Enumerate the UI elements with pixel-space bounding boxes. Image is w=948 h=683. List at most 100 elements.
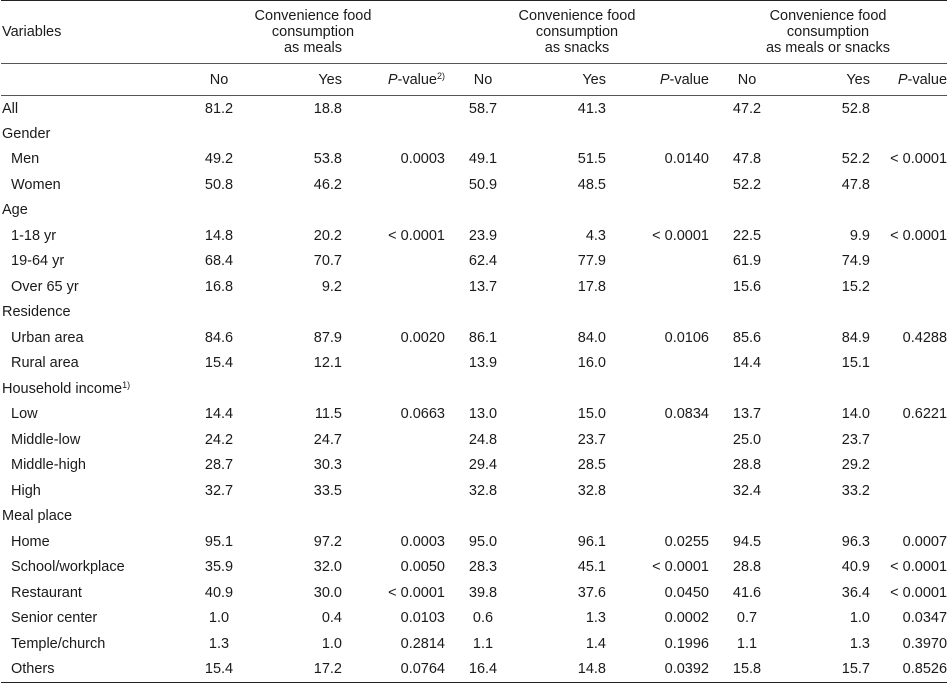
row-label: Low — [11, 406, 38, 423]
table-cell: 17.8 — [577, 278, 606, 295]
table-cell: 45.1 — [577, 559, 606, 576]
table-cell: 30.0 — [313, 584, 342, 601]
table-cell: 32.0 — [313, 559, 342, 576]
table-cell: 40.9 — [204, 584, 234, 601]
table-cell: 14.8 — [204, 227, 234, 244]
table-row: Urban area 84.6 87.9 0.0020 86.1 84.0 0.0106 85… — [1, 325, 947, 351]
table-cell: 28.3 — [468, 559, 498, 576]
row-label: Urban area — [11, 329, 84, 346]
table-cell: 24.7 — [313, 431, 342, 448]
table-cell: 1.3 — [585, 610, 606, 627]
row-label: Others — [1, 656, 181, 683]
table-cell: 49.1 — [468, 151, 498, 168]
table-row: Home 95.1 97.2 0.0003 95.0 96.1 0.0255 94.5 96.3… — [1, 529, 947, 555]
table-cell — [606, 478, 709, 504]
row-label: Senior center — [11, 610, 98, 627]
table-cell — [342, 504, 445, 530]
group-header-line: as meals or snacks — [765, 40, 891, 56]
table-cell — [181, 504, 257, 530]
table-row: Temple/church 1.3 1.0 0.2814 1.1 1.4 0.1996 1.1… — [1, 631, 947, 657]
header-row-groups: Variables Convenience food consumption a… — [1, 0, 948, 64]
table-cell: 15.8 — [709, 656, 785, 683]
group-header-line: Convenience food — [254, 8, 372, 24]
table-cell: 52.8 — [841, 100, 870, 117]
table-cell: 95.1 — [204, 533, 234, 550]
table-cell — [342, 300, 445, 326]
table-cell — [342, 172, 445, 198]
group-header-meals: Convenience food consumption as meals — [181, 0, 445, 64]
table-cell — [870, 453, 947, 479]
section-row: Household income1) — [1, 376, 947, 402]
table-cell — [785, 300, 870, 326]
table-cell: 0.0392 — [606, 656, 709, 683]
table-cell — [870, 478, 947, 504]
row-label: 1-18 yr — [11, 227, 57, 244]
table-cell — [606, 427, 709, 453]
table-row: Women 50.8 46.2 50.9 48.5 52.2 47.8 — [1, 172, 947, 198]
section-row: Residence — [1, 300, 947, 326]
table-cell — [342, 478, 445, 504]
blank-header-cell — [1, 63, 181, 96]
table-cell — [606, 198, 709, 224]
table-cell — [342, 427, 445, 453]
table-cell: 96.3 — [841, 533, 870, 550]
table-cell: 96.1 — [577, 533, 606, 550]
table-cell: < 0.0001 — [890, 559, 948, 576]
table-cell: 0.0663 — [400, 406, 445, 423]
table-cell: < 0.0001 — [890, 151, 948, 168]
table-cell — [606, 274, 709, 300]
table-cell — [870, 376, 947, 402]
table-cell: 9.2 — [321, 278, 342, 295]
table-cell: 15.4 — [181, 656, 257, 683]
table-cell — [445, 300, 521, 326]
section-label: Meal place — [2, 508, 73, 525]
row-label: Men — [11, 151, 40, 168]
col-header-p-value: P-value2) — [342, 63, 445, 96]
table-cell — [785, 121, 870, 147]
table-cell: 0.0050 — [400, 559, 445, 576]
table-cell: 94.5 — [732, 533, 762, 550]
table-cell — [606, 249, 709, 275]
table-cell: 86.1 — [468, 329, 498, 346]
table-cell — [521, 504, 606, 530]
table-cell: 61.9 — [732, 253, 762, 270]
col-header-yes: Yes — [521, 63, 606, 96]
table-cell — [181, 198, 257, 224]
table-cell — [870, 274, 947, 300]
group-header-snacks: Convenience food consumption as snacks — [445, 0, 709, 64]
table-cell: < 0.0001 — [890, 227, 948, 244]
table-cell — [870, 249, 947, 275]
table-cell — [606, 376, 709, 402]
footnote-marker: 1) — [122, 379, 131, 390]
table-cell — [445, 376, 521, 402]
section-row: Gender — [1, 121, 947, 147]
table-cell: 48.5 — [577, 176, 606, 193]
table-cell — [181, 121, 257, 147]
section-label: Gender — [2, 125, 51, 142]
table-row: Senior center 1.0 0.4 0.0103 0.6 1.3 0.0002 0.7… — [1, 606, 947, 632]
table-cell: 0.0002 — [664, 610, 709, 627]
col-header-no: No — [709, 63, 785, 96]
table-cell: 95.0 — [468, 533, 498, 550]
table-cell: 15.0 — [577, 406, 606, 423]
table-row: Middle-low 24.2 24.7 24.8 23.7 25.0 23.7 — [1, 427, 947, 453]
table-cell: 1.0 — [849, 610, 870, 627]
table-cell — [870, 427, 947, 453]
table-cell: 28.5 — [577, 457, 606, 474]
table-cell — [342, 121, 445, 147]
table-cell: 28.8 — [732, 559, 762, 576]
table-cell: 74.9 — [841, 253, 870, 270]
header-row-columns: No Yes P-value2) No Yes P-value No Yes P… — [1, 63, 948, 96]
table-cell: 24.8 — [468, 431, 498, 448]
table-cell: 18.8 — [313, 100, 342, 117]
table-cell — [342, 376, 445, 402]
table-cell — [606, 96, 709, 122]
table-cell: 53.8 — [313, 151, 342, 168]
table-cell: 97.2 — [313, 533, 342, 550]
table-cell: 0.0003 — [400, 533, 445, 550]
group-header-line: Convenience food — [518, 8, 636, 24]
table-cell: 32.8 — [468, 482, 498, 499]
table-cell — [445, 121, 521, 147]
table-cell — [342, 274, 445, 300]
